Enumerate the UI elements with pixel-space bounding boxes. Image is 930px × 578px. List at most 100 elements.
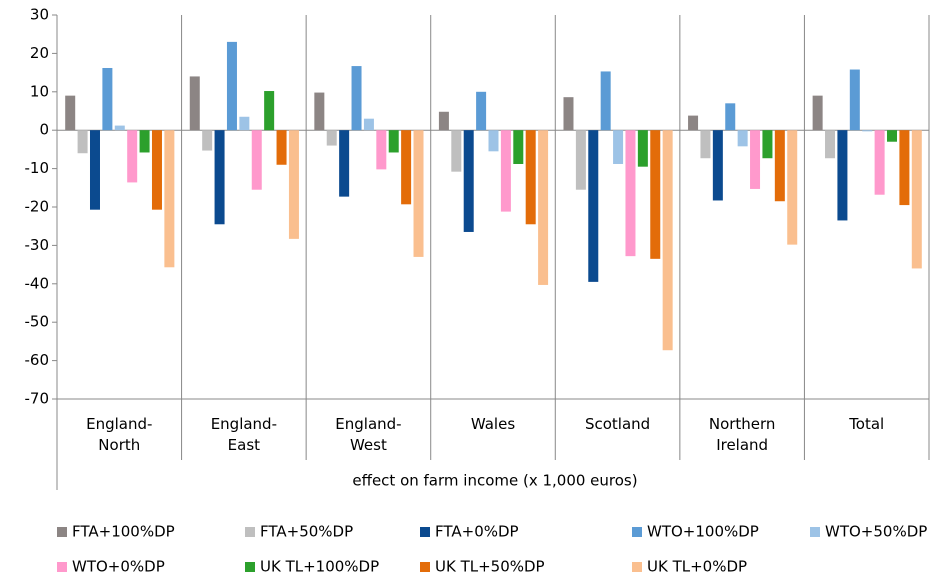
x-tick-label: England- West: [335, 415, 401, 454]
bar: [314, 92, 325, 131]
y-tick-label: -70: [25, 390, 50, 408]
legend-swatch: [57, 527, 67, 537]
y-tick-label: 10: [30, 82, 49, 100]
bar: [65, 95, 76, 131]
legend-swatch: [245, 527, 255, 537]
legend-label: FTA+0%DP: [435, 523, 519, 541]
x-tick-label: England- North: [86, 415, 152, 454]
label-line: Total: [848, 415, 884, 433]
bar: [787, 130, 798, 245]
legend-swatch: [420, 562, 430, 572]
legend-swatch: [57, 562, 67, 572]
bar: [662, 130, 673, 351]
bar: [226, 41, 237, 131]
legend-swatch: [632, 562, 642, 572]
legend-label: WTO+0%DP: [72, 558, 165, 576]
y-tick-label: -30: [25, 236, 50, 254]
bar: [862, 130, 873, 132]
bar: [214, 130, 225, 225]
x-tick-label: Total: [848, 415, 884, 433]
legend-swatch: [245, 562, 255, 572]
y-tick-label: -20: [25, 198, 50, 216]
label-line: England-: [335, 415, 401, 433]
bar: [513, 130, 524, 164]
legend-label: UK TL+0%DP: [647, 558, 747, 576]
bar: [700, 130, 711, 159]
bar: [139, 130, 150, 153]
bar: [276, 130, 287, 165]
legend-label: UK TL+100%DP: [260, 558, 379, 576]
y-tick-label: -10: [25, 159, 50, 177]
y-tick-label: -40: [25, 274, 50, 292]
y-tick-label: -50: [25, 313, 50, 331]
x-tick-label: Scotland: [585, 415, 650, 433]
label-line: West: [350, 436, 387, 454]
bar: [164, 130, 175, 268]
bar: [825, 130, 836, 159]
bar: [388, 130, 399, 153]
x-tick-label: Wales: [471, 415, 515, 433]
bar: [774, 130, 785, 202]
legend-label: FTA+50%DP: [260, 523, 353, 541]
bar: [288, 130, 299, 239]
bar: [874, 130, 885, 195]
bar: [762, 130, 773, 159]
bar: [376, 130, 387, 170]
x-tick-label: Northern Ireland: [709, 415, 776, 454]
bar: [151, 130, 162, 210]
bar: [89, 130, 100, 210]
bar: [114, 125, 125, 131]
x-tick-label: England- East: [211, 415, 277, 454]
bar: [563, 97, 574, 131]
label-line: Scotland: [585, 415, 650, 433]
legend-swatch: [632, 527, 642, 537]
y-tick-label: 20: [30, 44, 49, 62]
bar: [488, 130, 499, 152]
legend-swatch: [420, 527, 430, 537]
bar: [127, 130, 138, 183]
bar: [575, 130, 586, 190]
bar: [401, 130, 412, 205]
bar: [102, 67, 113, 131]
bar: [625, 130, 636, 257]
y-tick-label: 30: [30, 6, 49, 24]
bar: [264, 91, 275, 131]
bar: [339, 130, 350, 197]
label-line: England-: [211, 415, 277, 433]
bar: [351, 66, 362, 131]
bar: [837, 130, 848, 221]
bar: [438, 111, 449, 131]
bar: [899, 130, 910, 206]
bar: [812, 95, 823, 131]
bar: [750, 130, 761, 189]
bar: [650, 130, 661, 259]
legend-label: FTA+100%DP: [72, 523, 175, 541]
bar: [887, 130, 898, 142]
bar: [600, 71, 611, 131]
bar: [500, 130, 511, 212]
x-axis-label: effect on farm income (x 1,000 euros): [352, 472, 637, 490]
label-line: Northern: [709, 415, 776, 433]
bar: [737, 130, 748, 147]
bar: [911, 130, 922, 269]
label-line: East: [228, 436, 260, 454]
label-line: Ireland: [716, 436, 768, 454]
bar: [202, 130, 213, 151]
bar: [189, 76, 200, 131]
label-line: North: [98, 436, 140, 454]
bar: [725, 103, 736, 131]
bar: [849, 69, 860, 131]
legend-label: WTO+50%DP: [825, 523, 927, 541]
legend-label: WTO+100%DP: [647, 523, 759, 541]
bar: [476, 91, 487, 131]
y-tick-label: -60: [25, 351, 50, 369]
bar: [637, 130, 648, 167]
label-line: England-: [86, 415, 152, 433]
bar: [525, 130, 536, 225]
legend-label: UK TL+50%DP: [435, 558, 545, 576]
bar: [613, 130, 624, 164]
bar: [712, 130, 723, 201]
bar: [239, 116, 250, 131]
bar: [588, 130, 599, 282]
